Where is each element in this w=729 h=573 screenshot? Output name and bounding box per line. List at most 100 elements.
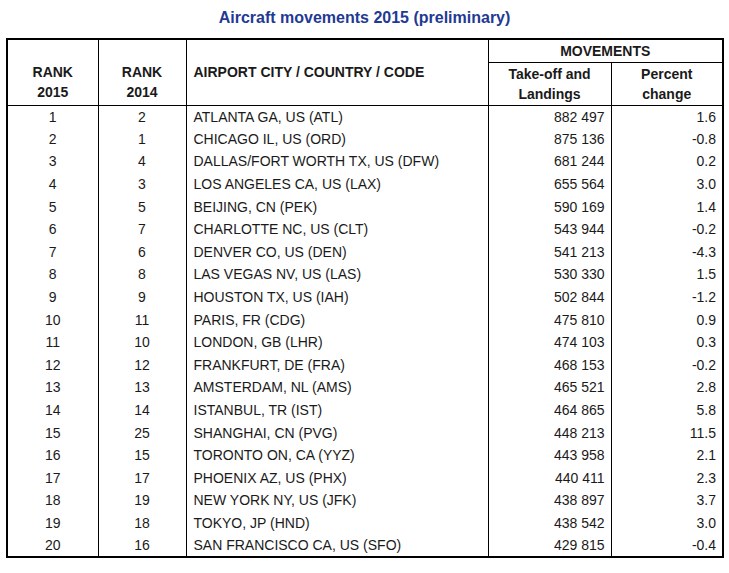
rank-2015-cell: 18 <box>7 489 98 512</box>
rank-2014-cell: 8 <box>98 263 186 286</box>
airport-cell: AMSTERDAM, NL (AMS) <box>186 376 488 399</box>
rank-2014-cell: 7 <box>98 218 186 241</box>
percent-change-cell: -0.4 <box>611 534 723 557</box>
header-airport: AIRPORT CITY / COUNTRY / CODE <box>186 39 488 105</box>
percent-change-cell: 1.5 <box>611 263 723 286</box>
airport-cell: DALLAS/FORT WORTH TX, US (DFW) <box>186 150 488 173</box>
takeoff-landings-cell: 882 497 <box>488 105 611 128</box>
rank-2014-cell: 14 <box>98 399 186 422</box>
rank-2015-cell: 19 <box>7 512 98 535</box>
percent-change-cell: -0.8 <box>611 128 723 151</box>
percent-change-cell: 5.8 <box>611 399 723 422</box>
table-row: 10 11 PARIS, FR (CDG) 475 810 0.9 <box>7 308 723 331</box>
header-takeoff-landings: Take-off and Landings <box>488 62 611 105</box>
percent-change-cell: 3.7 <box>611 489 723 512</box>
percent-change-cell: -0.2 <box>611 354 723 377</box>
rank-2014-cell: 18 <box>98 512 186 535</box>
table-header: RANK 2015 RANK 2014 AIRPORT CITY / COUNT… <box>7 39 723 105</box>
rank-2014-cell: 17 <box>98 467 186 490</box>
percent-change-cell: 1.4 <box>611 195 723 218</box>
rank-2015-cell: 10 <box>7 308 98 331</box>
rank-2015-cell: 13 <box>7 376 98 399</box>
takeoff-landings-cell: 543 944 <box>488 218 611 241</box>
header-takeoff-line1: Take-off and <box>489 64 611 84</box>
airport-cell: PARIS, FR (CDG) <box>186 308 488 331</box>
page-title: Aircraft movements 2015 (preliminary) <box>0 9 729 27</box>
airport-cell: DENVER CO, US (DEN) <box>186 241 488 264</box>
rank-2015-cell: 4 <box>7 173 98 196</box>
rank-2015-cell: 17 <box>7 467 98 490</box>
rank-2014-cell: 4 <box>98 150 186 173</box>
table-body: 1 2 ATLANTA GA, US (ATL) 882 497 1.6 2 1… <box>7 105 723 557</box>
rank-2014-cell: 19 <box>98 489 186 512</box>
percent-change-cell: 2.3 <box>611 467 723 490</box>
airport-cell: CHICAGO IL, US (ORD) <box>186 128 488 151</box>
percent-change-cell: 0.2 <box>611 150 723 173</box>
table-row: 18 19 NEW YORK NY, US (JFK) 438 897 3.7 <box>7 489 723 512</box>
airport-cell: SHANGHAI, CN (PVG) <box>186 421 488 444</box>
table-row: 19 18 TOKYO, JP (HND) 438 542 3.0 <box>7 512 723 535</box>
airport-cell: ATLANTA GA, US (ATL) <box>186 105 488 128</box>
takeoff-landings-cell: 474 103 <box>488 331 611 354</box>
percent-change-cell: 2.1 <box>611 444 723 467</box>
header-rank-2015-line2: 2015 <box>8 82 98 102</box>
percent-change-cell: 0.9 <box>611 308 723 331</box>
table-row: 17 17 PHOENIX AZ, US (PHX) 440 411 2.3 <box>7 467 723 490</box>
header-percent-line1: Percent <box>612 64 723 84</box>
header-rank-2015-line1: RANK <box>8 62 98 82</box>
header-movements: MOVEMENTS <box>488 39 723 62</box>
table-row: 8 8 LAS VEGAS NV, US (LAS) 530 330 1.5 <box>7 263 723 286</box>
takeoff-landings-cell: 681 244 <box>488 150 611 173</box>
rank-2015-cell: 11 <box>7 331 98 354</box>
rank-2015-cell: 15 <box>7 421 98 444</box>
header-rank-2014-line2: 2014 <box>99 82 186 102</box>
rank-2015-cell: 16 <box>7 444 98 467</box>
takeoff-landings-cell: 465 521 <box>488 376 611 399</box>
header-percent-change: Percent change <box>611 62 723 105</box>
rank-2015-cell: 2 <box>7 128 98 151</box>
rank-2014-cell: 25 <box>98 421 186 444</box>
airport-cell: BEIJING, CN (PEK) <box>186 195 488 218</box>
percent-change-cell: 11.5 <box>611 421 723 444</box>
rank-2014-cell: 3 <box>98 173 186 196</box>
table-row: 15 25 SHANGHAI, CN (PVG) 448 213 11.5 <box>7 421 723 444</box>
header-takeoff-line2: Landings <box>489 84 611 104</box>
airport-cell: NEW YORK NY, US (JFK) <box>186 489 488 512</box>
takeoff-landings-cell: 468 153 <box>488 354 611 377</box>
rank-2015-cell: 12 <box>7 354 98 377</box>
rank-2015-cell: 6 <box>7 218 98 241</box>
table-row: 14 14 ISTANBUL, TR (IST) 464 865 5.8 <box>7 399 723 422</box>
header-percent-line2: change <box>612 84 723 104</box>
rank-2015-cell: 14 <box>7 399 98 422</box>
percent-change-cell: 2.8 <box>611 376 723 399</box>
airport-cell: ISTANBUL, TR (IST) <box>186 399 488 422</box>
rank-2015-cell: 20 <box>7 534 98 557</box>
table-row: 13 13 AMSTERDAM, NL (AMS) 465 521 2.8 <box>7 376 723 399</box>
takeoff-landings-cell: 438 897 <box>488 489 611 512</box>
header-rank-2014: RANK 2014 <box>98 39 186 105</box>
rank-2014-cell: 9 <box>98 286 186 309</box>
aircraft-movements-table: RANK 2015 RANK 2014 AIRPORT CITY / COUNT… <box>6 38 724 558</box>
rank-2014-cell: 1 <box>98 128 186 151</box>
airport-cell: FRANKFURT, DE (FRA) <box>186 354 488 377</box>
table-row: 9 9 HOUSTON TX, US (IAH) 502 844 -1.2 <box>7 286 723 309</box>
header-rank-2014-line1: RANK <box>99 62 186 82</box>
page: Aircraft movements 2015 (preliminary) RA… <box>0 9 729 558</box>
header-rank-2015: RANK 2015 <box>7 39 98 105</box>
rank-2014-cell: 6 <box>98 241 186 264</box>
rank-2015-cell: 8 <box>7 263 98 286</box>
percent-change-cell: -4.3 <box>611 241 723 264</box>
takeoff-landings-cell: 429 815 <box>488 534 611 557</box>
rank-2014-cell: 16 <box>98 534 186 557</box>
rank-2014-cell: 15 <box>98 444 186 467</box>
table-row: 7 6 DENVER CO, US (DEN) 541 213 -4.3 <box>7 241 723 264</box>
airport-cell: HOUSTON TX, US (IAH) <box>186 286 488 309</box>
takeoff-landings-cell: 440 411 <box>488 467 611 490</box>
airport-cell: TOKYO, JP (HND) <box>186 512 488 535</box>
takeoff-landings-cell: 875 136 <box>488 128 611 151</box>
table-row: 2 1 CHICAGO IL, US (ORD) 875 136 -0.8 <box>7 128 723 151</box>
rank-2014-cell: 13 <box>98 376 186 399</box>
percent-change-cell: 0.3 <box>611 331 723 354</box>
percent-change-cell: -0.2 <box>611 218 723 241</box>
table-row: 12 12 FRANKFURT, DE (FRA) 468 153 -0.2 <box>7 354 723 377</box>
